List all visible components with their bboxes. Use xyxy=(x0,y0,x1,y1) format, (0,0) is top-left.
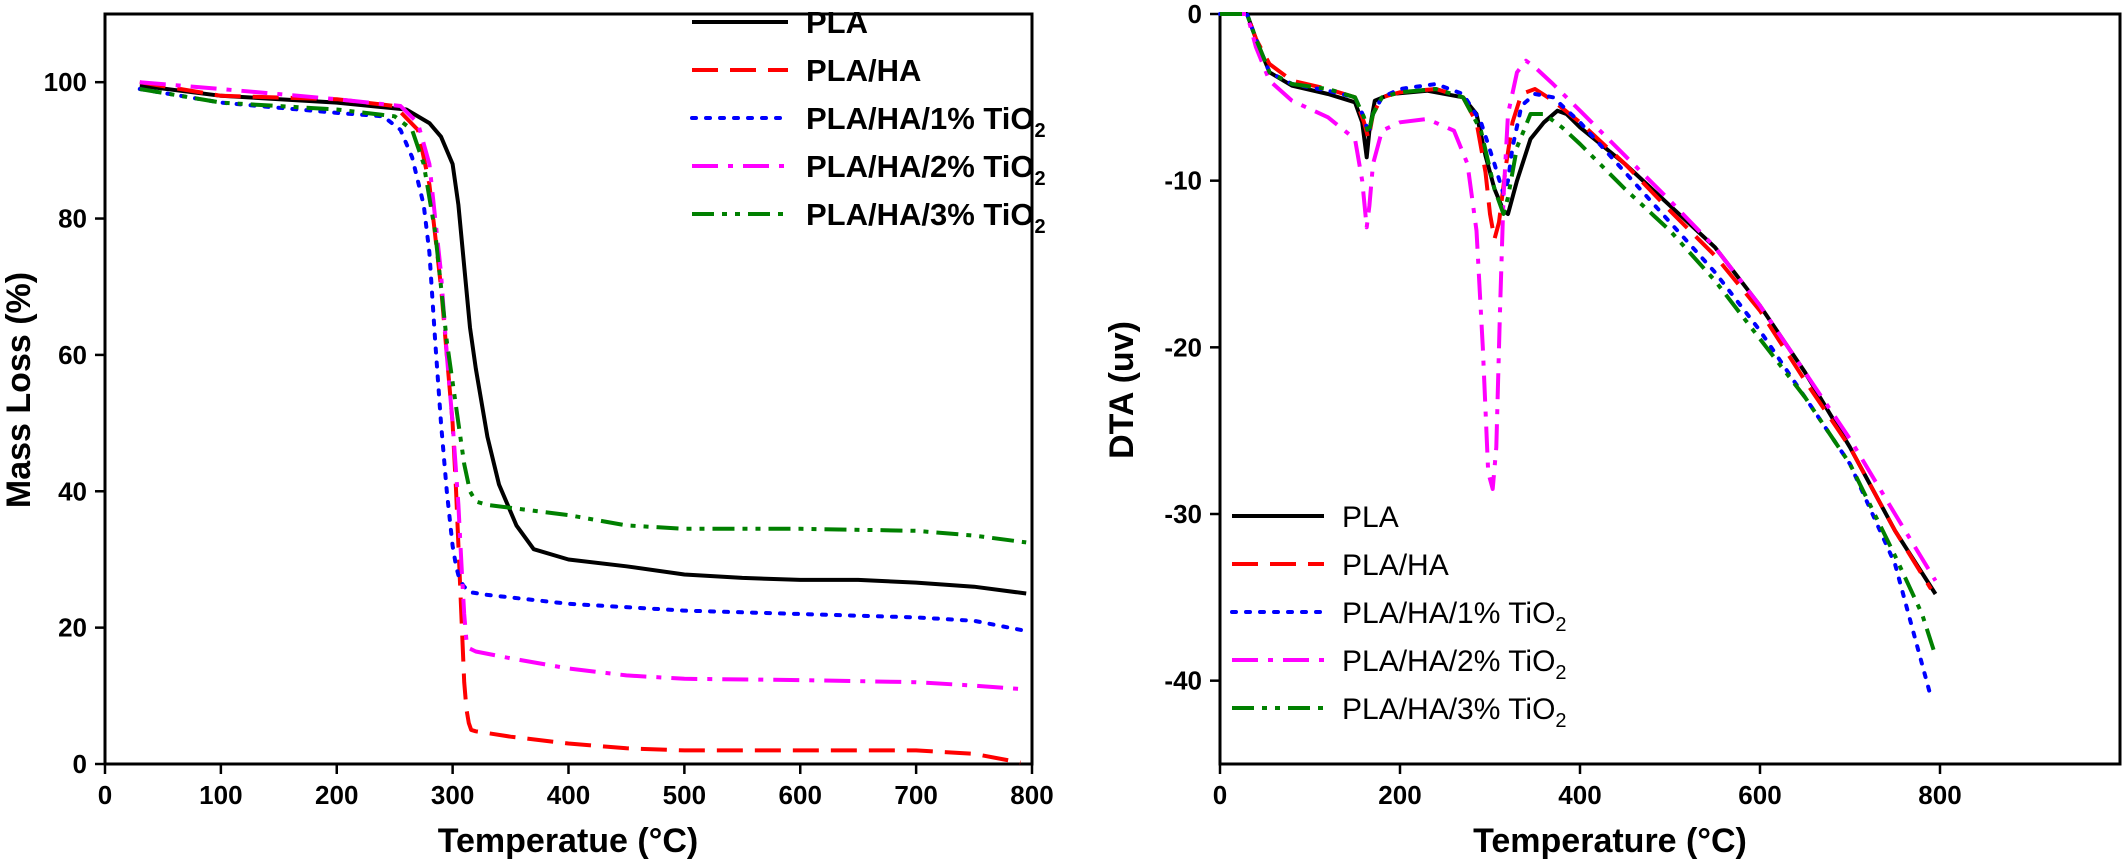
tga-x-tick-label: 200 xyxy=(315,780,358,810)
tga-legend-label-3: PLA/HA/2% TiO2 xyxy=(806,149,1046,190)
dta-y-axis-title: DTA (uv) xyxy=(1103,321,1141,459)
tga-y-tick-label: 0 xyxy=(73,749,87,779)
tga-legend-label-2: PLA/HA/1% TiO2 xyxy=(806,101,1046,142)
dta-legend-label-3: PLA/HA/2% TiO2 xyxy=(1342,645,1567,684)
tga-series-line-0 xyxy=(139,83,1027,596)
tga-x-tick-label: 400 xyxy=(547,780,590,810)
tga-x-tick-label: 800 xyxy=(1010,780,1053,810)
tga-series-line-2 xyxy=(137,87,1029,633)
tga-x-tick-label: 500 xyxy=(663,780,706,810)
dta-x-axis-title: Temperature (°C) xyxy=(1473,822,1747,860)
dta-legend-label-4: PLA/HA/3% TiO2 xyxy=(1342,693,1567,732)
dta-x-tick-label: 0 xyxy=(1213,780,1227,810)
dta-series-group xyxy=(1218,12,1938,700)
tga-series-group xyxy=(137,80,1029,765)
dta-series-line-4 xyxy=(1220,12,1938,657)
dta-x-tick-label: 400 xyxy=(1558,780,1601,810)
tga-y-tick-label: 80 xyxy=(58,204,87,234)
dta-x-tick-label: 600 xyxy=(1738,780,1781,810)
dta-y-tick-label: -30 xyxy=(1164,499,1202,529)
tga-series-line-4 xyxy=(139,87,1027,545)
dta-y-tick-label: -40 xyxy=(1164,666,1202,696)
tga-x-tick-label: 300 xyxy=(431,780,474,810)
tga-legend-label-0: PLA xyxy=(806,5,868,40)
tga-legend-label-4: PLA/HA/3% TiO2 xyxy=(806,197,1046,238)
dta-series-line-1 xyxy=(1220,12,1933,591)
tga-y-tick-label: 60 xyxy=(58,340,87,370)
dta-ticks: 0 200 400 600 800 0 -10 -20 -30 -40 xyxy=(1164,0,1961,810)
dta-plot-frame xyxy=(1218,12,2122,766)
dta-y-tick-label: -20 xyxy=(1164,332,1202,362)
dta-series-line-0 xyxy=(1220,12,1938,596)
tga-legend-label-1: PLA/HA xyxy=(806,53,921,88)
dta-y-tick-label: 0 xyxy=(1188,0,1202,29)
dta-y-tick-label: -10 xyxy=(1164,166,1202,196)
dta-legend: PLA PLA/HA PLA/HA/1% TiO2 PLA/HA/2% TiO2 PLA… xyxy=(1230,501,1567,732)
tga-x-tick-label: 700 xyxy=(894,780,937,810)
dta-series-line-3 xyxy=(1220,12,1938,582)
tga-x-tick-label: 100 xyxy=(199,780,242,810)
dta-chart: 0 200 400 600 800 0 -10 -20 -30 -40 Temperature (… xyxy=(1103,0,2122,860)
tga-y-tick-label: 20 xyxy=(58,613,87,643)
tga-series-line-3 xyxy=(139,80,1021,691)
tga-x-tick-label: 0 xyxy=(98,780,112,810)
tga-y-tick-label: 40 xyxy=(58,476,87,506)
dta-legend-label-0: PLA xyxy=(1342,501,1399,534)
tga-ticks: 0 100 200 300 400 500 600 700 800 0 20 40 60 80 100 xyxy=(44,67,1054,810)
tga-y-tick-label: 100 xyxy=(44,67,87,97)
tga-x-axis-title: Temperatue (°C) xyxy=(438,822,698,860)
dta-x-tick-label: 800 xyxy=(1918,780,1961,810)
tga-x-tick-label: 600 xyxy=(779,780,822,810)
dta-legend-label-2: PLA/HA/1% TiO2 xyxy=(1342,597,1567,636)
tga-y-axis-title: Mass Loss (%) xyxy=(0,272,38,508)
dta-legend-label-1: PLA/HA xyxy=(1342,549,1449,582)
tga-series-line-1 xyxy=(139,80,1021,765)
tga-legend: PLA PLA/HA PLA/HA/1% TiO2 PLA/HA/2% TiO2 PLA… xyxy=(690,5,1046,238)
dta-x-tick-label: 200 xyxy=(1378,780,1421,810)
tga-chart: 0 100 200 300 400 500 600 700 800 0 20 40 60 80 100 Te… xyxy=(0,5,1054,860)
